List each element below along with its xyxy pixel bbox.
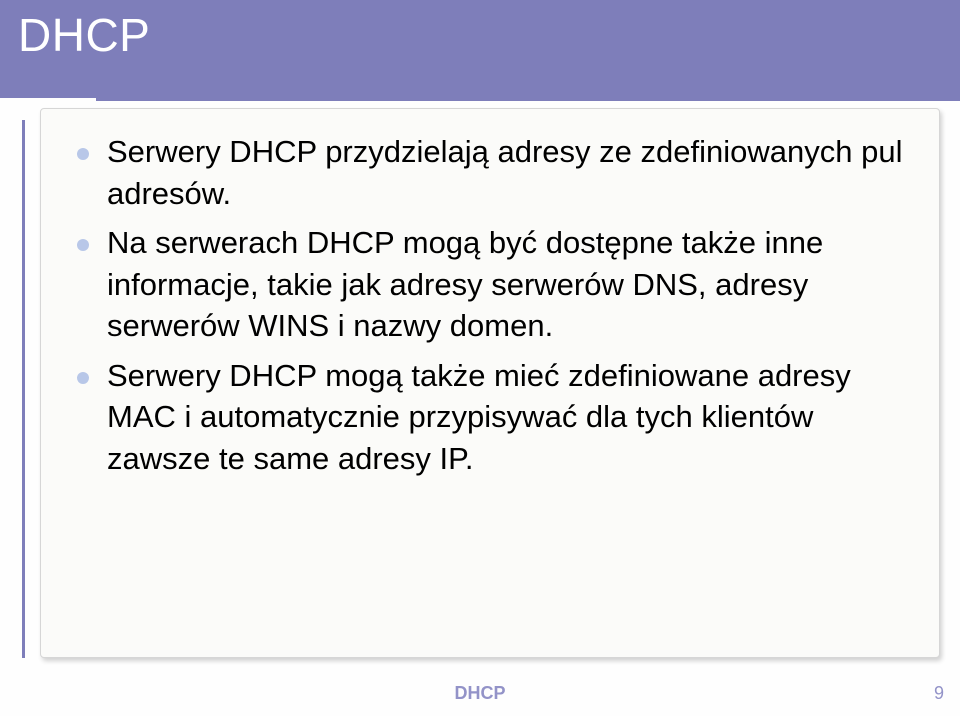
bullet-item: Na serwerach DHCP mogą być dostępne takż… bbox=[77, 222, 909, 347]
bullet-text: Na serwerach DHCP mogą być dostępne takż… bbox=[107, 222, 909, 347]
content-box: Serwery DHCP przydzielają adresy ze zdef… bbox=[40, 108, 940, 658]
bullet-dot-icon bbox=[77, 148, 89, 160]
bullet-item: Serwery DHCP przydzielają adresy ze zdef… bbox=[77, 131, 909, 214]
bullet-text: Serwery DHCP mogą także mieć zdefiniowan… bbox=[107, 355, 909, 480]
bullet-dot-icon bbox=[77, 372, 89, 384]
footer-label: DHCP bbox=[0, 683, 960, 704]
bullet-dot-icon bbox=[77, 239, 89, 251]
title-underline bbox=[96, 98, 960, 101]
page-number: 9 bbox=[934, 683, 944, 704]
bullet-text: Serwery DHCP przydzielają adresy ze zdef… bbox=[107, 131, 909, 214]
slide-title: DHCP bbox=[18, 8, 150, 62]
left-accent-bar bbox=[22, 120, 25, 658]
bullet-item: Serwery DHCP mogą także mieć zdefiniowan… bbox=[77, 355, 909, 480]
